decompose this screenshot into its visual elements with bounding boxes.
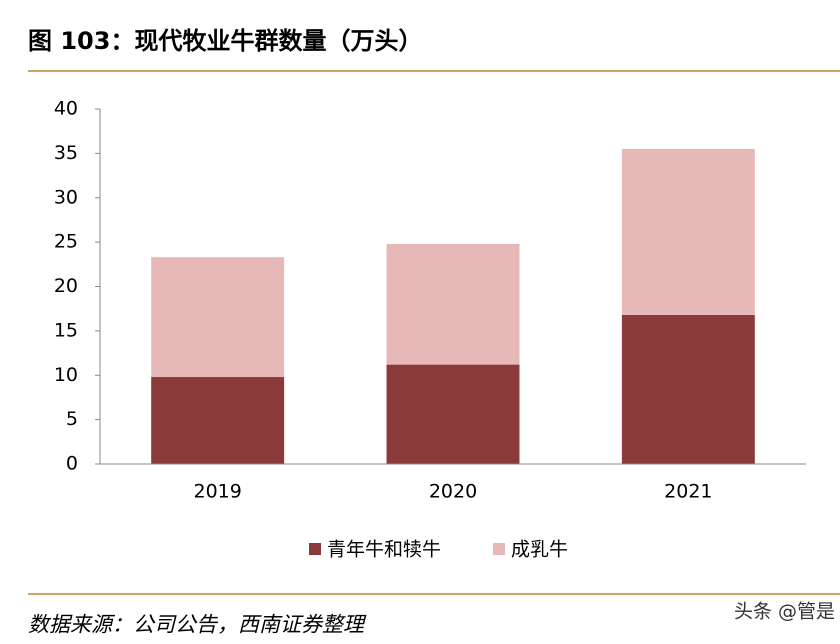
bar-segment <box>151 377 285 464</box>
x-tick-label: 2019 <box>193 481 241 503</box>
bar-segment <box>151 257 285 378</box>
chart-title: 图 103：现代牧业牛群数量（万头） <box>28 27 422 55</box>
y-tick-label: 30 <box>54 186 78 208</box>
y-tick-label: 0 <box>66 453 78 475</box>
legend-swatch <box>309 543 321 555</box>
y-tick-label: 25 <box>54 231 78 253</box>
bar-segment <box>621 148 755 315</box>
watermark: 头条 @管是 <box>734 601 835 623</box>
bar-segment <box>386 364 520 464</box>
bar-segment <box>621 314 755 464</box>
x-tick-label: 2020 <box>429 481 477 503</box>
legend-swatch <box>493 543 506 555</box>
legend-label: 成乳牛 <box>511 539 568 561</box>
source-note: 数据来源：公司公告，西南证券整理 <box>28 613 367 637</box>
y-tick-label: 10 <box>54 364 78 386</box>
y-tick-label: 5 <box>66 408 78 430</box>
y-tick-label: 20 <box>54 275 78 297</box>
legend-label: 青年牛和犊牛 <box>327 539 441 561</box>
y-tick-label: 40 <box>54 98 78 120</box>
x-tick-label: 2021 <box>664 481 712 503</box>
y-tick-label: 15 <box>54 319 78 341</box>
y-tick-label: 35 <box>54 142 78 164</box>
bar-segment <box>386 243 520 365</box>
